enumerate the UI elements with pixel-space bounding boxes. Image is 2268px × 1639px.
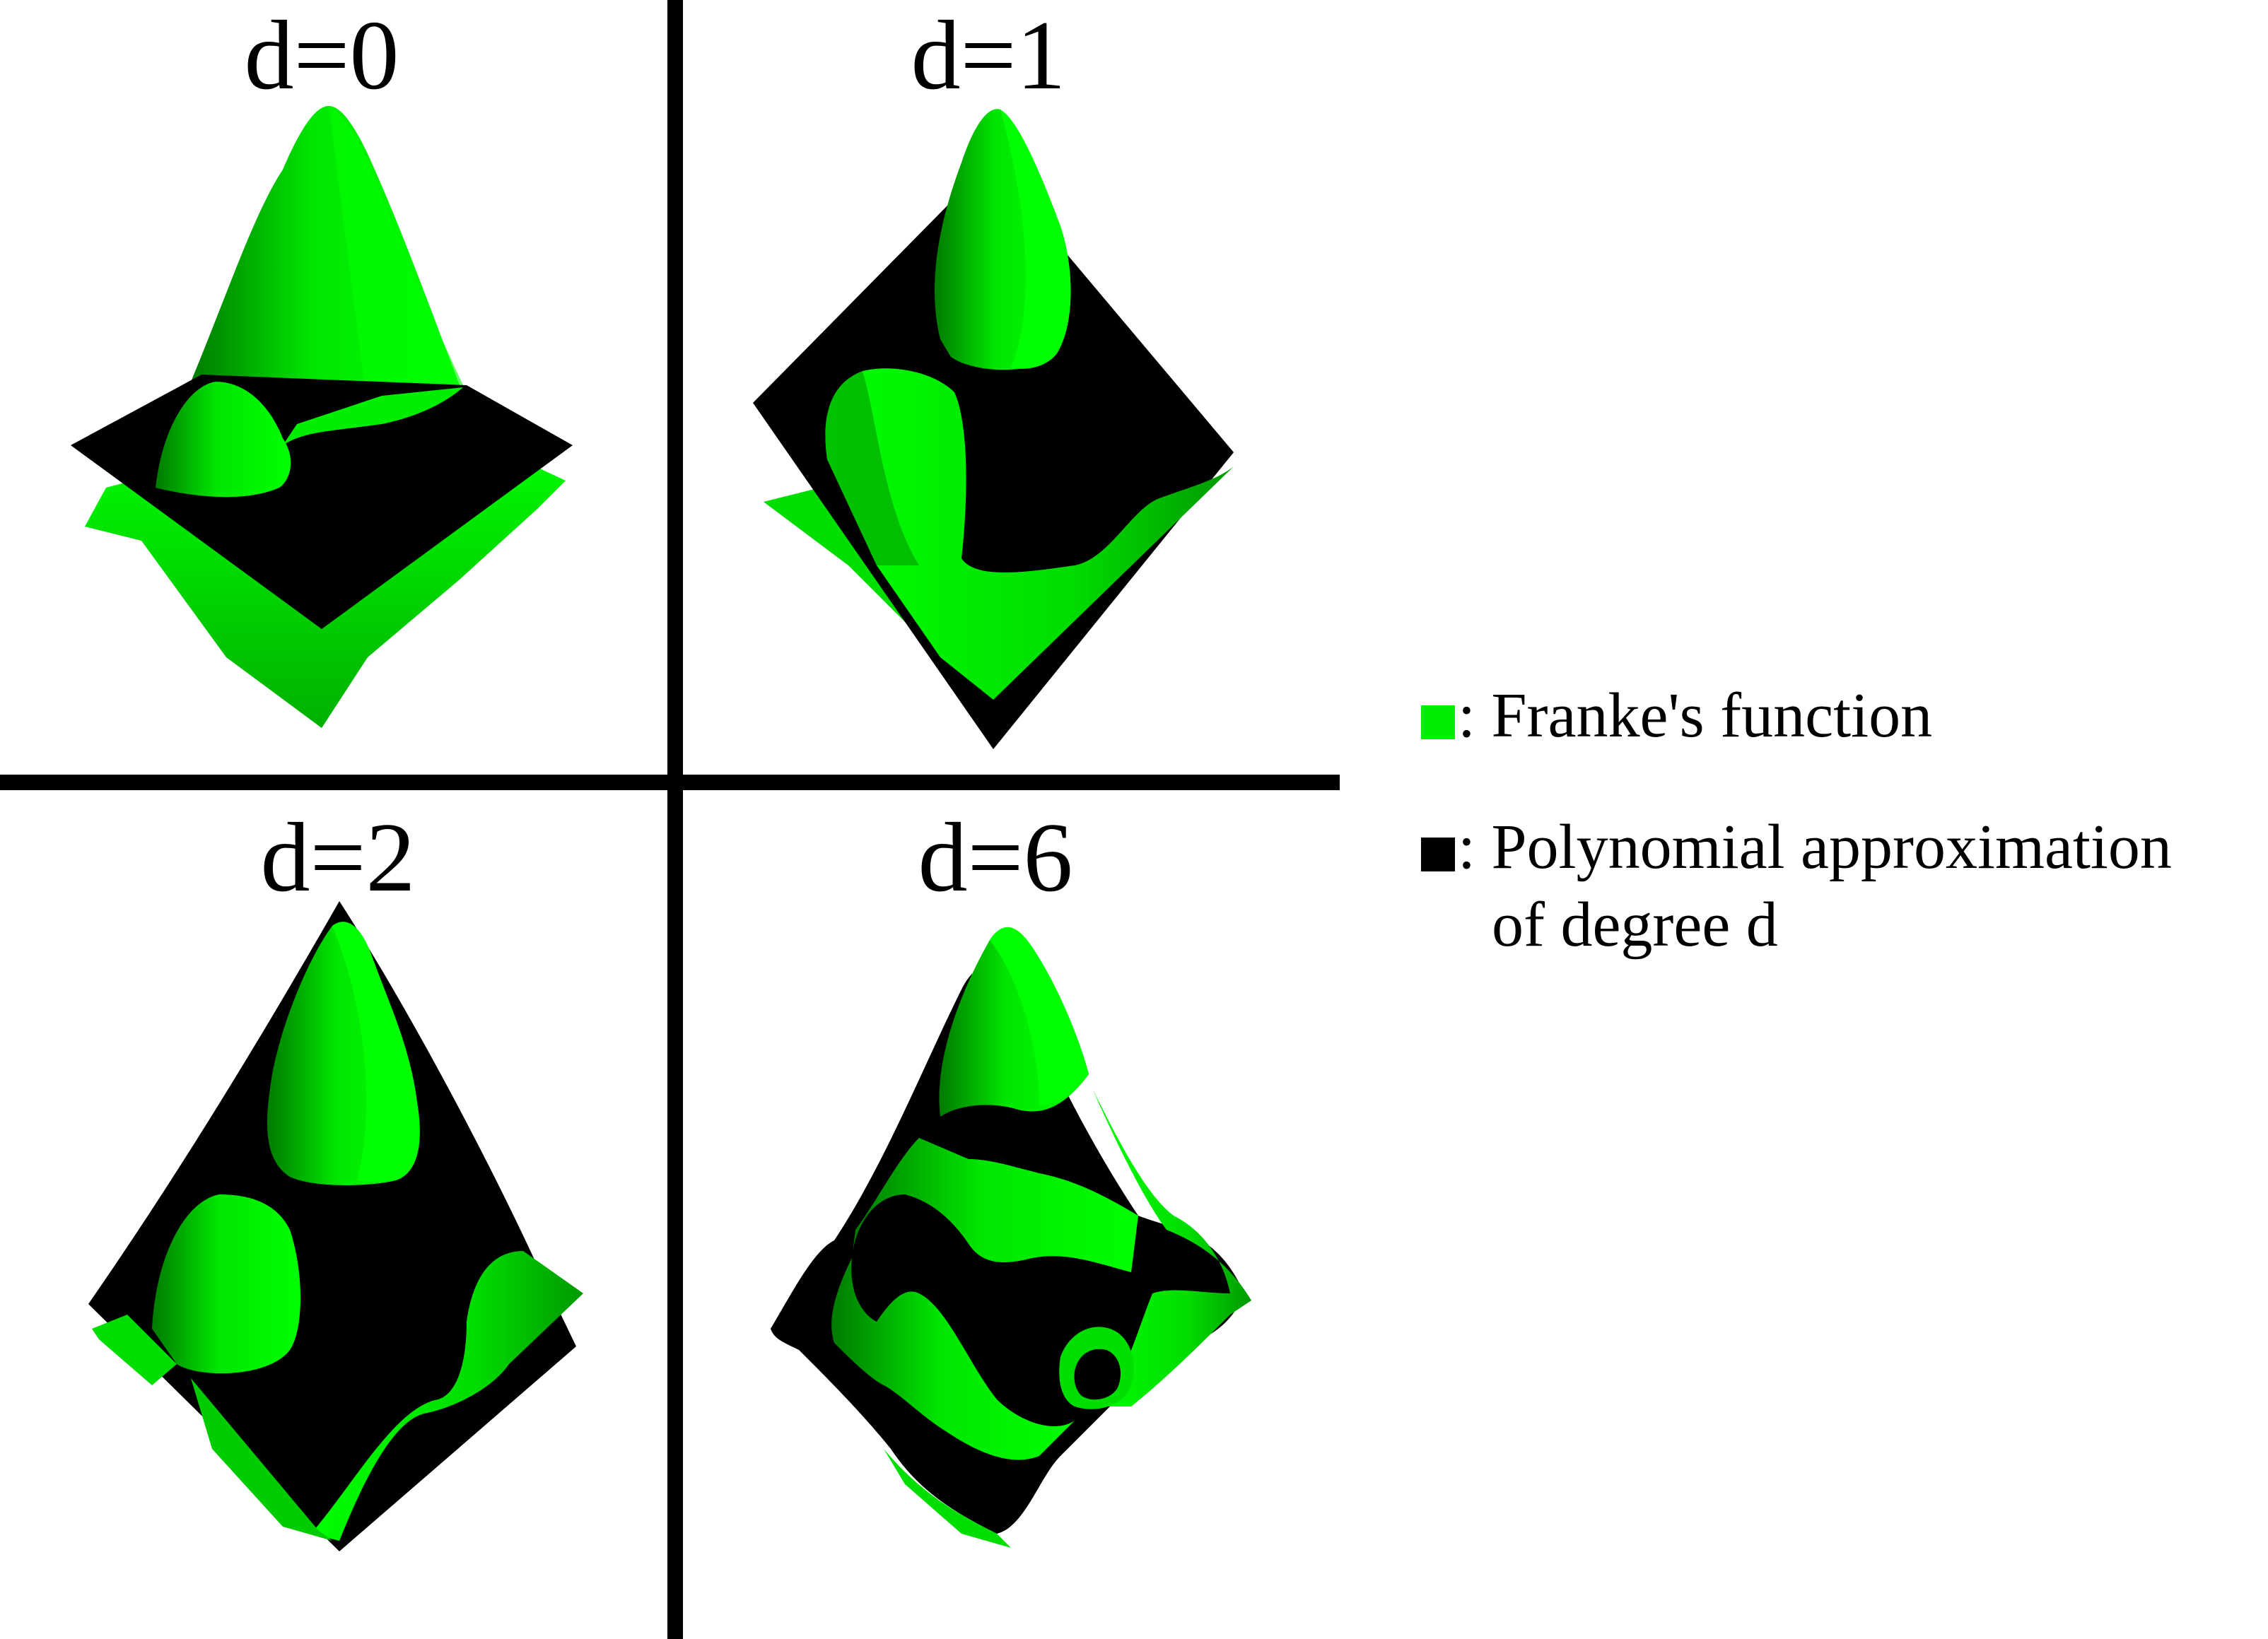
- panel-d0: d=0: [71, 1, 573, 728]
- legend: : Franke's function : Polynomial approxi…: [1421, 681, 2172, 960]
- surface-franke-d0-front: [156, 382, 463, 498]
- surface-approximation-d1: [753, 163, 1234, 749]
- legend-label-approximation: : Polynomial approximation: [1458, 812, 2172, 882]
- panel-title-d0: d=0: [245, 1, 399, 110]
- legend-label-franke: : Franke's function: [1458, 681, 1932, 751]
- legend-label-approximation-cont: of degree d: [1492, 890, 1778, 960]
- panel-title-d6: d=6: [918, 803, 1073, 912]
- panel-dividers: [0, 0, 1340, 1639]
- legend-item-franke: : Franke's function: [1421, 681, 1932, 751]
- vertical-divider: [667, 0, 683, 1639]
- panel-title-d2: d=2: [261, 803, 416, 912]
- legend-item-approximation: : Polynomial approximation of degree d: [1421, 812, 2172, 960]
- legend-marker-approximation: [1421, 838, 1455, 871]
- surface-franke-d2: [92, 922, 583, 1541]
- panel-d6: d=6: [771, 803, 1251, 1548]
- panel-title-d1: d=1: [911, 1, 1066, 110]
- horizontal-divider: [0, 775, 1340, 790]
- panel-d1: d=1: [753, 1, 1234, 749]
- surface-franke-d1: [825, 109, 1234, 700]
- legend-marker-franke: [1421, 705, 1455, 739]
- panel-d2: d=2: [88, 803, 583, 1551]
- surface-franke-d6: [831, 927, 1251, 1548]
